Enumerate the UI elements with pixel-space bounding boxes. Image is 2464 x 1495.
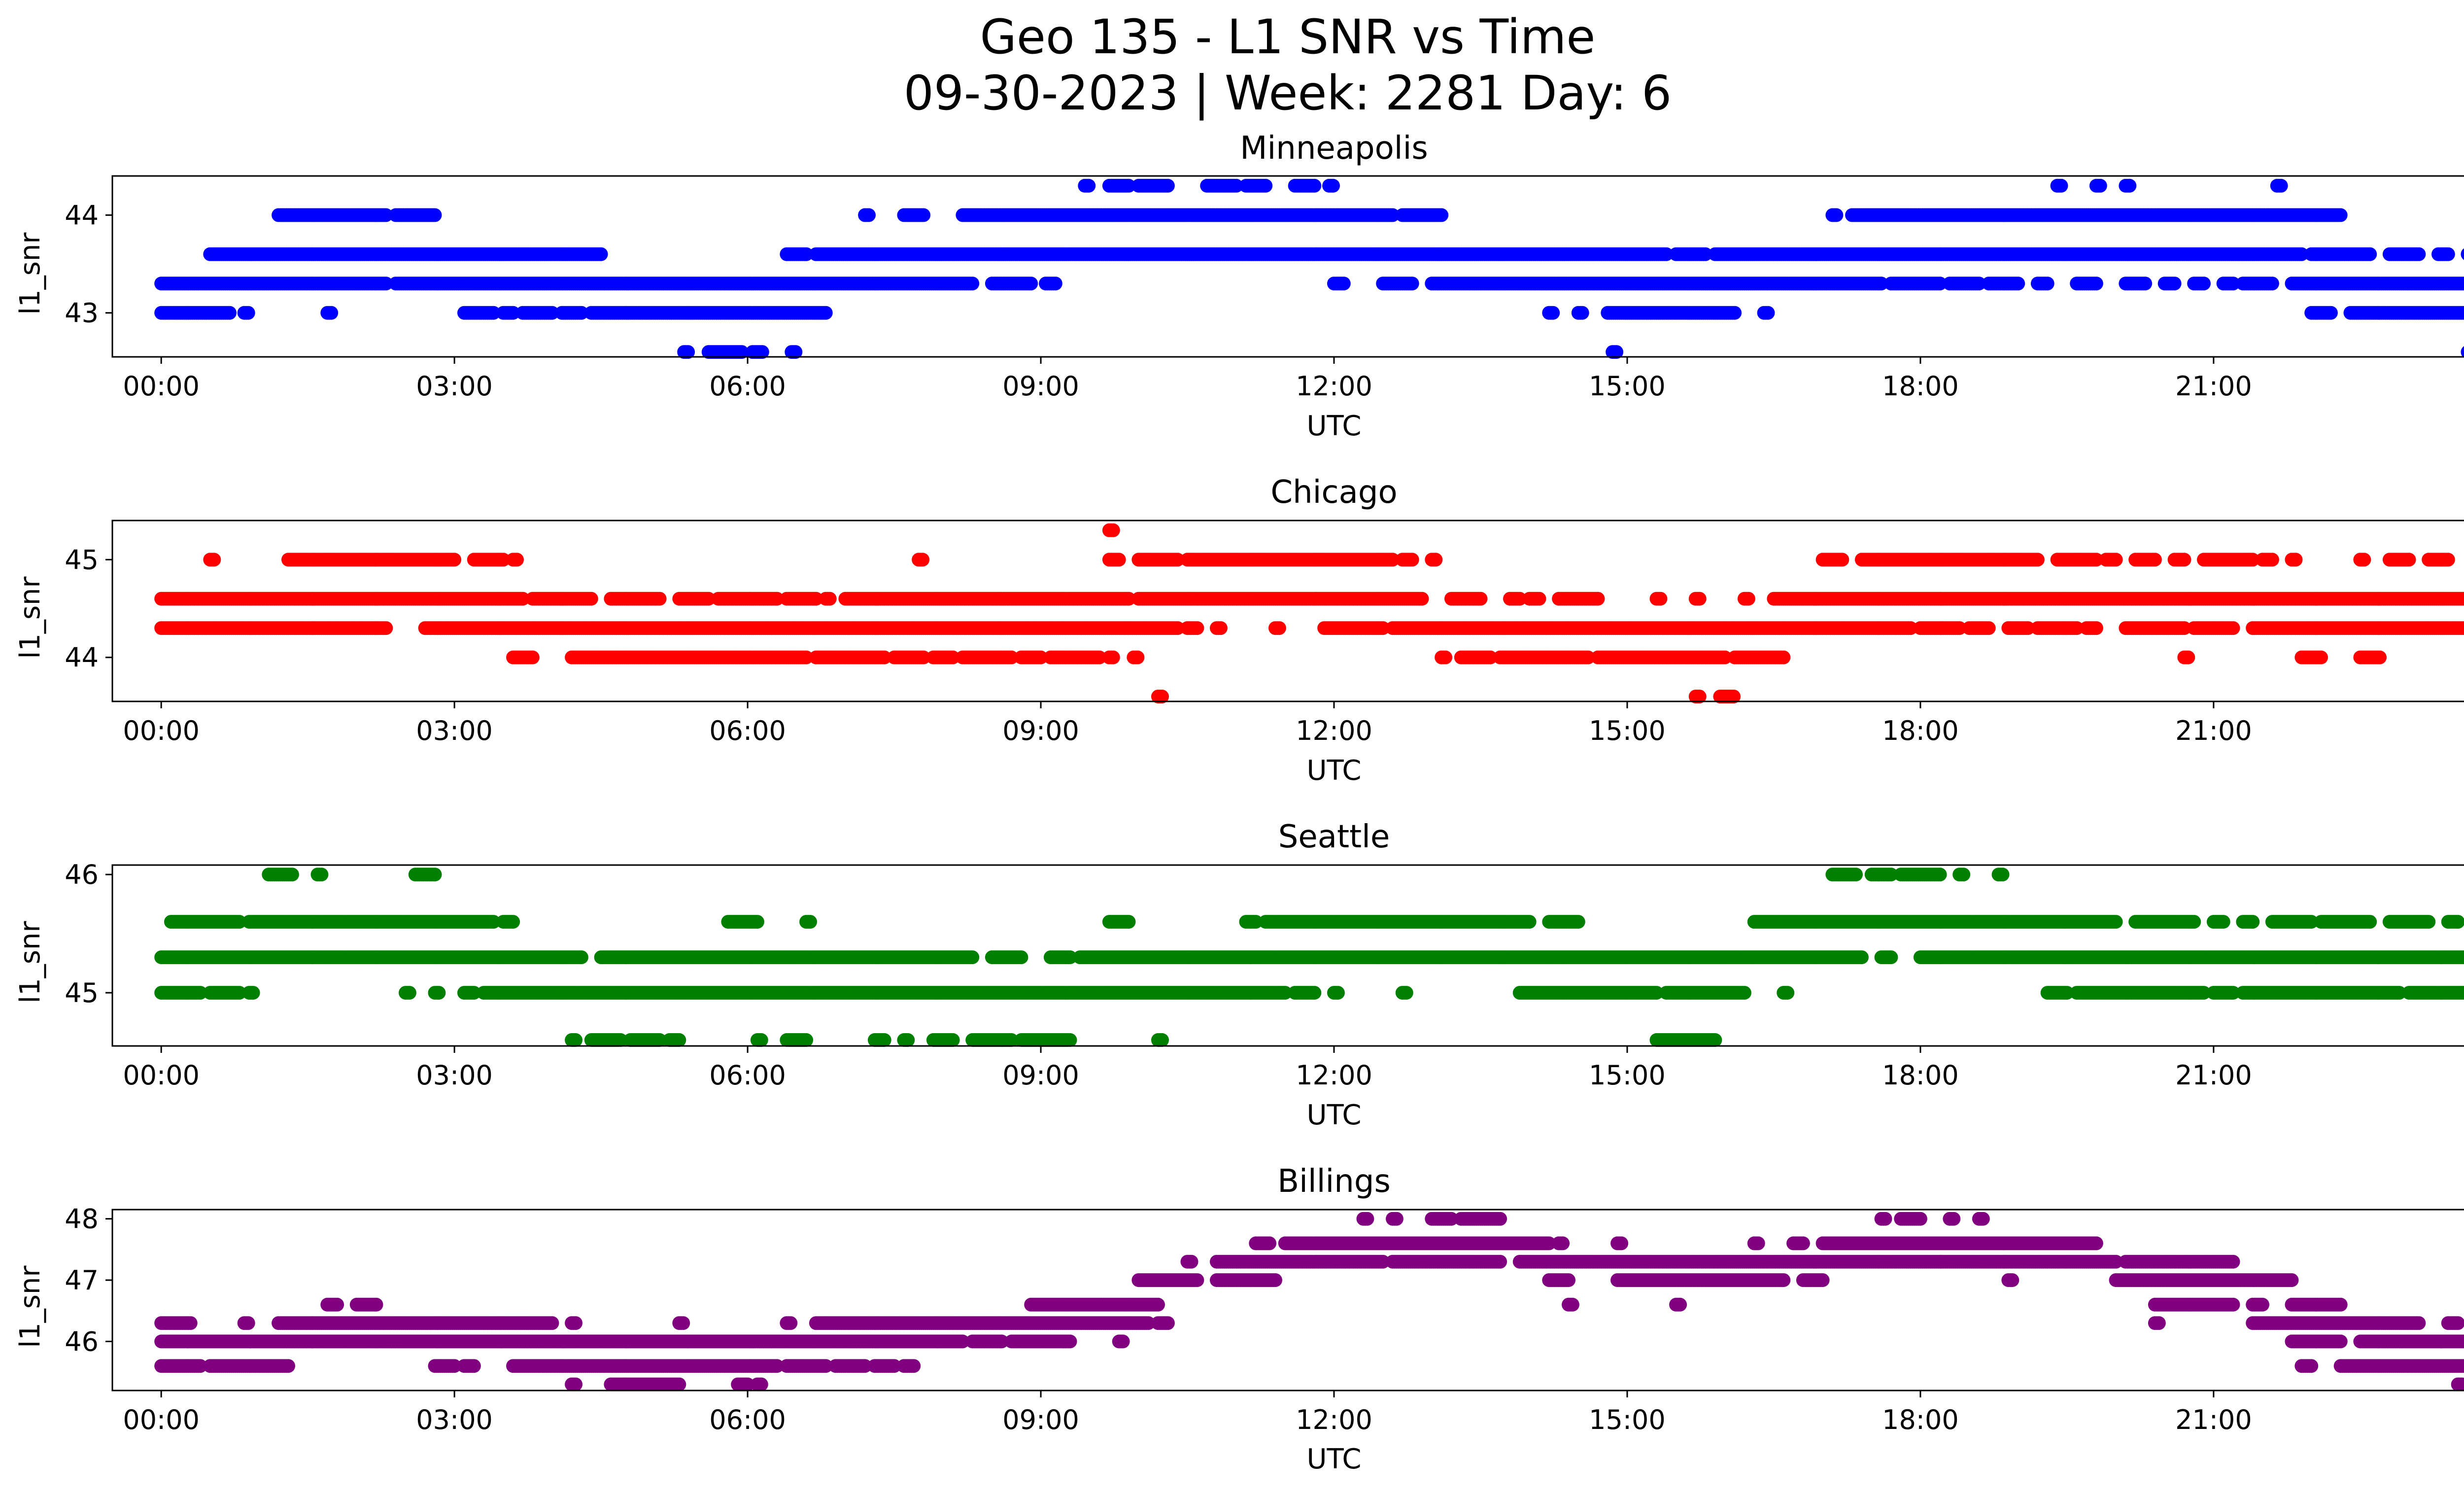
markers xyxy=(154,178,2464,359)
data-point xyxy=(1161,178,1175,193)
data-point xyxy=(1829,208,1844,222)
data-point xyxy=(2363,247,2377,261)
data-point xyxy=(2093,178,2107,193)
data-point xyxy=(2289,553,2303,567)
data-point xyxy=(1405,553,1419,567)
data-point xyxy=(2030,553,2045,567)
figure-title-line2: 09-30-2023 | Week: 2281 Day: 6 xyxy=(904,66,1672,121)
data-point xyxy=(2148,553,2162,567)
panel-minneapolis: Minneapolis UTC l1_snr 00:00 03:00 06:00 09… xyxy=(14,130,2464,442)
data-point xyxy=(2265,277,2279,291)
x-tick-label: 09:00 xyxy=(1002,371,1079,402)
data-point xyxy=(379,621,393,635)
data-point xyxy=(223,306,237,320)
data-point xyxy=(2441,247,2455,261)
data-point xyxy=(379,208,393,222)
data-point xyxy=(1112,553,1126,567)
data-point xyxy=(1307,178,1322,193)
data-point xyxy=(2011,277,2025,291)
data-point xyxy=(1473,591,1488,606)
data-point xyxy=(1575,306,1589,320)
data-point xyxy=(1546,306,1560,320)
panel-title: Chicago xyxy=(1270,474,1397,511)
data-point xyxy=(1435,208,1449,222)
data-point xyxy=(2054,178,2068,193)
data-point xyxy=(1048,277,1062,291)
y-axis-label: l1_snr xyxy=(14,576,46,659)
y-tick-label: 44 xyxy=(65,200,99,231)
data-point xyxy=(819,306,833,320)
x-tick-label: 15:00 xyxy=(1589,371,1666,402)
panel-chicago: Chicago UTC l1_snr 00:00 03:00 06:00 09:00 1… xyxy=(14,474,2464,787)
data-point xyxy=(1336,277,1351,291)
data-point xyxy=(2197,277,2211,291)
data-point xyxy=(428,208,442,222)
data-point xyxy=(862,208,876,222)
data-point xyxy=(2167,277,2182,291)
data-point xyxy=(822,591,837,606)
data-point xyxy=(1229,178,1243,193)
data-point xyxy=(2402,553,2416,567)
x-tick-label: 12:00 xyxy=(1296,371,1372,402)
data-point xyxy=(510,553,524,567)
data-point xyxy=(584,591,598,606)
x-tick-label: 18:00 xyxy=(1882,371,1959,402)
data-point xyxy=(1728,306,1742,320)
data-point xyxy=(2274,178,2288,193)
panel-title: Minneapolis xyxy=(1240,130,1428,167)
data-point xyxy=(2109,553,2123,567)
data-point xyxy=(241,306,255,320)
data-point xyxy=(917,208,931,222)
data-point xyxy=(2089,277,2103,291)
x-tick-label: 03:00 xyxy=(416,371,493,402)
data-point xyxy=(2357,553,2371,567)
data-point xyxy=(594,247,608,261)
data-point xyxy=(1122,178,1136,193)
data-point xyxy=(2333,208,2348,222)
data-point xyxy=(652,591,667,606)
data-point xyxy=(1741,591,1755,606)
data-point xyxy=(1386,208,1400,222)
data-point xyxy=(1653,591,1668,606)
y-axis-label: l1_snr xyxy=(14,232,46,315)
data-point xyxy=(1429,553,1443,567)
data-point xyxy=(1761,306,1775,320)
data-point xyxy=(1326,178,1340,193)
data-point xyxy=(1405,277,1419,291)
x-tick-label: 00:00 xyxy=(123,371,200,402)
markers xyxy=(154,523,2464,704)
data-point xyxy=(1259,178,1273,193)
data-point xyxy=(1692,591,1707,606)
x-axis-label: UTC xyxy=(1306,410,1361,442)
data-point xyxy=(1591,591,1605,606)
data-point xyxy=(1532,591,1546,606)
data-point xyxy=(447,553,462,567)
data-point xyxy=(2265,553,2279,567)
data-point xyxy=(2412,247,2426,261)
data-point xyxy=(2441,553,2455,567)
y-tick-label: 43 xyxy=(65,298,99,329)
data-point xyxy=(1415,591,1429,606)
data-point xyxy=(2138,277,2153,291)
data-point xyxy=(965,277,980,291)
x-tick-label: 21:00 xyxy=(2175,371,2252,402)
data-point xyxy=(207,553,221,567)
data-point xyxy=(1835,553,1849,567)
data-point xyxy=(916,553,930,567)
data-point xyxy=(324,306,339,320)
data-point xyxy=(2177,553,2191,567)
data-point xyxy=(2040,277,2054,291)
x-axis-label: UTC xyxy=(1306,755,1361,787)
data-point xyxy=(1082,178,1096,193)
data-point xyxy=(1106,523,1120,537)
figure-title-line1: Geo 135 - L1 SNR vs Time xyxy=(980,9,1596,65)
data-point xyxy=(1024,277,1038,291)
data-point xyxy=(2122,178,2137,193)
axes-frame xyxy=(111,175,2464,358)
data-point xyxy=(2324,306,2338,320)
x-tick-label: 06:00 xyxy=(709,371,786,402)
